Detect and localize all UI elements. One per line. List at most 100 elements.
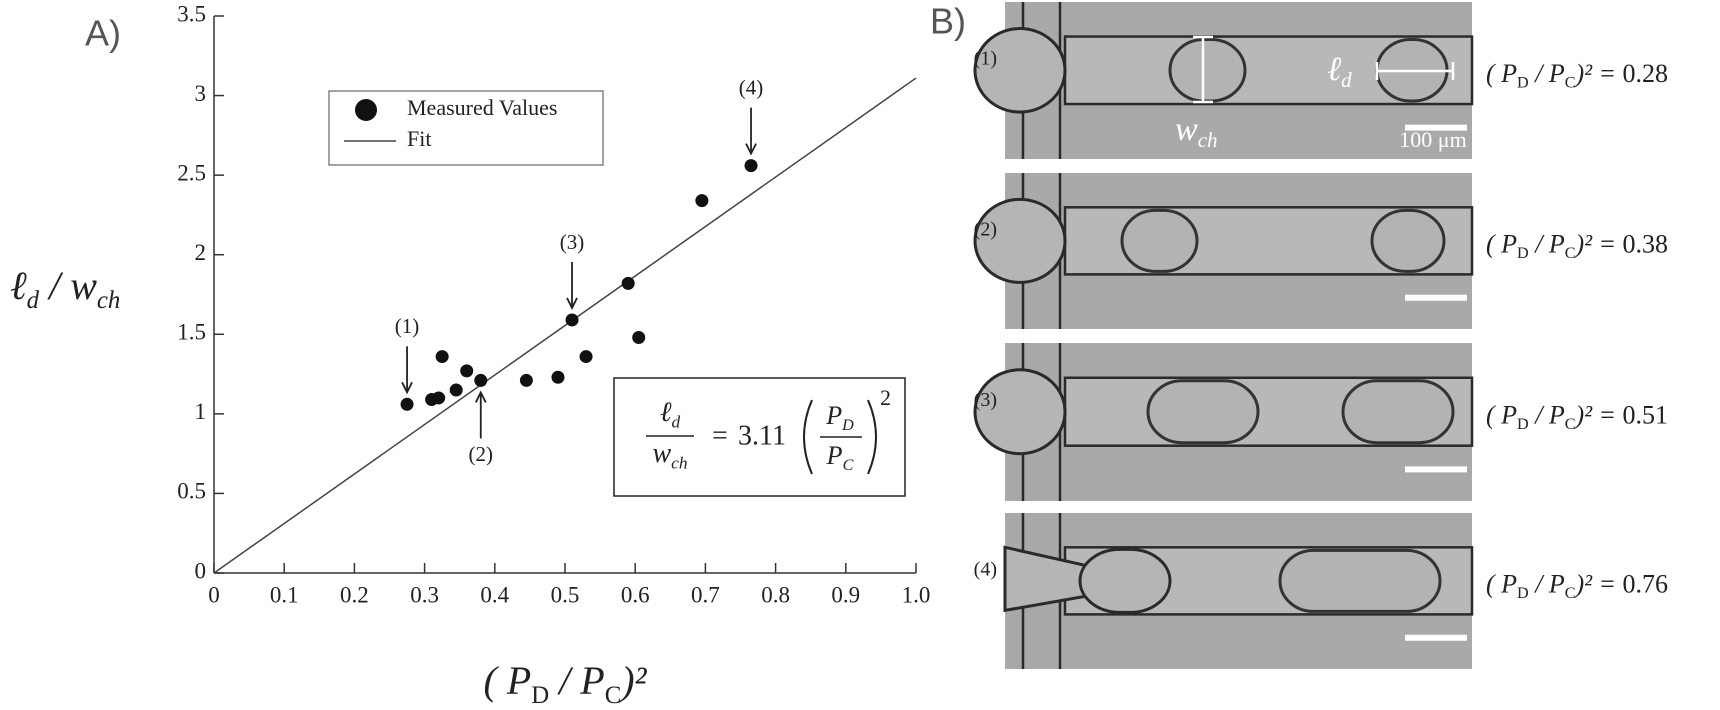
- ratio-label-part: ( P: [1486, 59, 1517, 88]
- annotation-arrowhead: [401, 381, 413, 395]
- annotation-arrowhead: [566, 297, 578, 310]
- equation-term-part: ch: [671, 453, 687, 472]
- ratio-label-part: ( P: [1486, 400, 1517, 429]
- scale-label: 100 μm: [1399, 127, 1466, 152]
- equation-term-part: w: [652, 438, 671, 469]
- x-axis-label-part: / P: [549, 658, 605, 703]
- equation-term-part: ℓ: [660, 397, 672, 428]
- ratio-value: 0.51: [1623, 400, 1669, 429]
- micrograph: [973, 343, 1474, 501]
- y-tick-label: 0: [195, 558, 207, 583]
- ratio-label: ( PD / PC)² = 0.38: [1486, 229, 1668, 262]
- paren-left: [803, 399, 813, 475]
- annotation: (3): [560, 230, 585, 254]
- data-point: [400, 397, 414, 411]
- channel-width-label-part: w: [1175, 111, 1198, 148]
- ratio-value: 0.28: [1623, 59, 1669, 88]
- x-axis-label-part: D: [531, 682, 549, 709]
- y-tick-label: 2: [195, 240, 207, 265]
- equation-equals: =: [712, 420, 728, 451]
- inlet-drop: [973, 27, 1067, 114]
- data-point: [460, 364, 474, 378]
- ratio-label-part: ( P: [1486, 569, 1517, 598]
- ratio-label-part: ( P: [1486, 229, 1517, 258]
- row-label: (2): [974, 218, 997, 240]
- ratio-label-part: C: [1565, 416, 1576, 433]
- x-axis-label-part: ( P: [483, 658, 531, 703]
- inlet-drop: [1078, 547, 1172, 614]
- legend-label: Measured Values: [407, 95, 558, 120]
- ratio-value: 0.38: [1623, 229, 1669, 258]
- x-tick-label: 0.1: [270, 582, 299, 607]
- equation-term-part: d: [671, 412, 680, 431]
- equation-term: PC: [826, 441, 854, 474]
- x-tick-label: 0.7: [691, 582, 720, 607]
- equation-term-part: D: [841, 417, 854, 434]
- droplet: [1341, 379, 1455, 445]
- micrograph: [973, 2, 1474, 159]
- droplet: [1146, 379, 1260, 445]
- legend-label: Fit: [407, 126, 431, 151]
- data-point: [435, 350, 449, 364]
- data-point: [565, 313, 579, 327]
- data-point: [519, 373, 533, 387]
- x-tick-label: 0.3: [410, 582, 439, 607]
- ratio-label-part: C: [1565, 585, 1576, 602]
- panel-label: B): [930, 1, 966, 42]
- ratio-label-part: )² =: [1574, 569, 1623, 598]
- y-tick-label: 1.5: [177, 320, 206, 345]
- x-tick-label: 0.8: [761, 582, 790, 607]
- paren-right: [867, 399, 877, 475]
- x-axis-label: ( PD / PC)²: [483, 658, 647, 709]
- data-point: [621, 276, 635, 290]
- ratio-label-part: D: [1517, 245, 1529, 262]
- ratio-label: ( PD / PC)² = 0.28: [1486, 59, 1668, 92]
- annotation: (1): [395, 314, 420, 338]
- y-axis-label-part: ℓ: [10, 263, 27, 308]
- data-point: [632, 330, 646, 344]
- data-point: [744, 159, 758, 173]
- panel-label: A): [85, 13, 121, 54]
- equation-term-part: C: [843, 457, 854, 474]
- y-tick-label: 3.5: [177, 1, 206, 26]
- ratio-label-part: C: [1565, 245, 1576, 262]
- channel-width-label-part: ch: [1198, 128, 1218, 152]
- ratio-label-part: / P: [1529, 59, 1565, 88]
- micrograph: [973, 173, 1474, 329]
- y-axis-label-part: / w: [39, 263, 97, 308]
- droplet: [1120, 208, 1199, 273]
- inlet-drop: [973, 368, 1067, 456]
- y-axis-label-part: d: [27, 287, 40, 314]
- droplet: [1278, 548, 1442, 613]
- annotation-arrowhead: [745, 143, 757, 156]
- equation-power: 2: [880, 385, 891, 410]
- x-tick-label: 0.5: [551, 582, 580, 607]
- ratio-label-part: / P: [1529, 229, 1565, 258]
- row-label: (4): [974, 558, 997, 580]
- x-axis-label-part: C: [605, 682, 622, 709]
- fit-line: [213, 77, 917, 574]
- x-tick-label: 0.6: [621, 582, 650, 607]
- ratio-label-part: D: [1517, 74, 1529, 91]
- data-point: [695, 194, 709, 208]
- y-axis-label-part: ch: [97, 287, 120, 314]
- y-axis-label: ℓd / wch: [10, 263, 120, 314]
- x-axis-label-part: )²: [619, 658, 647, 703]
- data-point: [432, 391, 446, 405]
- ratio-label: ( PD / PC)² = 0.51: [1486, 400, 1668, 433]
- droplet: [1168, 38, 1247, 103]
- inlet-drop: [973, 197, 1067, 284]
- x-tick-label: 0.4: [480, 582, 509, 607]
- ratio-label-part: D: [1517, 416, 1529, 433]
- equation-term-part: P: [825, 401, 842, 430]
- ratio-label-part: C: [1565, 74, 1576, 91]
- ratio-label-part: )² =: [1574, 229, 1623, 258]
- ratio-label-part: )² =: [1574, 59, 1623, 88]
- droplet-length-label-part: ℓ: [1327, 51, 1341, 88]
- y-tick-label: 2.5: [177, 160, 206, 185]
- x-tick-label: 0: [208, 582, 220, 607]
- ratio-label: ( PD / PC)² = 0.76: [1486, 569, 1668, 602]
- equation-slope: 3.11: [738, 420, 786, 451]
- data-point: [474, 373, 488, 387]
